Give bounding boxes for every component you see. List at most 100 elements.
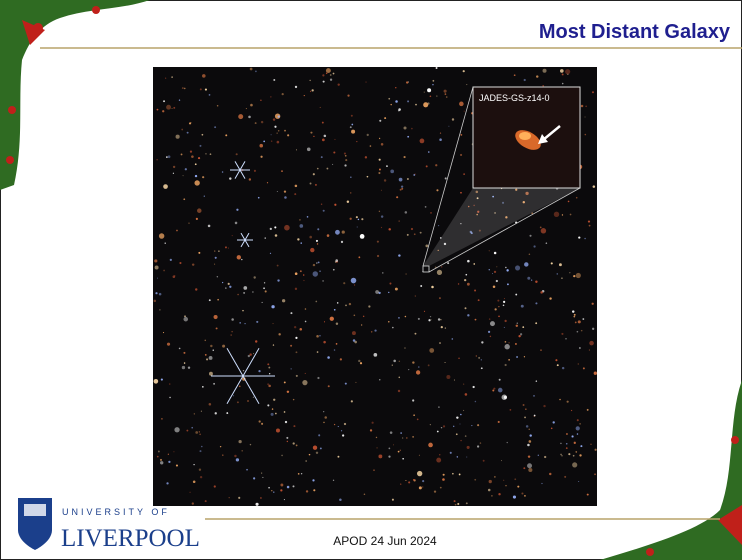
- star: [249, 353, 252, 356]
- star: [444, 361, 446, 363]
- star: [405, 273, 407, 275]
- star: [549, 472, 552, 476]
- star: [447, 262, 450, 265]
- star: [254, 122, 257, 125]
- star: [442, 478, 445, 481]
- star: [590, 443, 592, 445]
- star: [181, 87, 184, 89]
- star: [191, 263, 195, 266]
- star: [541, 482, 543, 485]
- star: [424, 205, 427, 208]
- star: [293, 325, 297, 329]
- star: [286, 440, 289, 443]
- logo-line1: UNIVERSITY OF: [62, 507, 170, 517]
- star: [533, 414, 536, 417]
- star: [440, 426, 443, 429]
- star: [528, 253, 531, 255]
- star: [505, 216, 508, 219]
- star: [284, 224, 290, 231]
- star: [495, 279, 498, 283]
- star: [523, 356, 526, 358]
- star: [579, 454, 582, 457]
- star: [175, 464, 179, 467]
- star: [303, 94, 305, 97]
- star: [169, 258, 172, 262]
- star: [343, 282, 346, 285]
- star: [373, 469, 375, 471]
- star: [460, 153, 463, 157]
- star: [209, 153, 212, 156]
- star: [540, 349, 542, 352]
- star: [396, 196, 399, 199]
- star: [476, 197, 479, 200]
- star: [294, 184, 298, 188]
- star: [322, 209, 325, 212]
- star: [388, 320, 390, 323]
- star: [303, 279, 305, 282]
- star: [389, 431, 393, 434]
- star: [529, 234, 532, 237]
- star: [523, 467, 526, 470]
- star: [213, 382, 215, 385]
- star: [294, 193, 297, 196]
- star: [394, 287, 398, 291]
- star: [395, 100, 398, 103]
- star: [316, 351, 319, 353]
- star: [592, 327, 595, 330]
- star: [476, 213, 478, 216]
- star: [418, 454, 420, 456]
- star: [529, 434, 532, 437]
- star: [375, 290, 379, 294]
- star: [316, 243, 319, 245]
- star: [281, 93, 284, 96]
- star: [390, 103, 392, 106]
- star: [419, 231, 422, 234]
- star: [174, 427, 180, 433]
- star: [299, 224, 304, 228]
- star: [222, 344, 226, 348]
- star: [471, 425, 473, 427]
- star: [464, 435, 467, 437]
- star: [200, 410, 202, 412]
- star: [522, 200, 526, 204]
- star: [489, 335, 492, 338]
- star: [457, 283, 460, 285]
- star: [451, 338, 454, 340]
- star: [292, 442, 295, 445]
- star: [523, 78, 526, 82]
- star: [274, 234, 278, 237]
- star: [313, 489, 316, 492]
- star: [437, 318, 441, 321]
- star: [555, 359, 558, 362]
- star: [577, 320, 581, 324]
- star: [214, 263, 216, 265]
- star: [477, 424, 480, 427]
- star: [300, 473, 303, 475]
- star: [374, 329, 377, 332]
- star: [473, 204, 475, 207]
- star: [184, 168, 187, 171]
- star: [584, 133, 587, 136]
- star: [565, 433, 568, 436]
- star: [345, 304, 347, 307]
- star: [540, 291, 543, 294]
- star: [276, 140, 280, 144]
- star: [575, 426, 580, 431]
- star: [572, 454, 575, 457]
- star: [169, 396, 171, 399]
- star: [378, 137, 381, 140]
- star-spike: [234, 161, 246, 179]
- star: [543, 404, 546, 408]
- star: [305, 490, 309, 493]
- star: [416, 470, 423, 477]
- star: [587, 220, 591, 223]
- star: [397, 389, 401, 393]
- star: [398, 254, 401, 257]
- star: [494, 476, 496, 478]
- star: [439, 138, 442, 141]
- star: [561, 214, 564, 216]
- star: [369, 145, 372, 147]
- star: [181, 365, 186, 370]
- star: [306, 216, 309, 218]
- star: [332, 72, 335, 75]
